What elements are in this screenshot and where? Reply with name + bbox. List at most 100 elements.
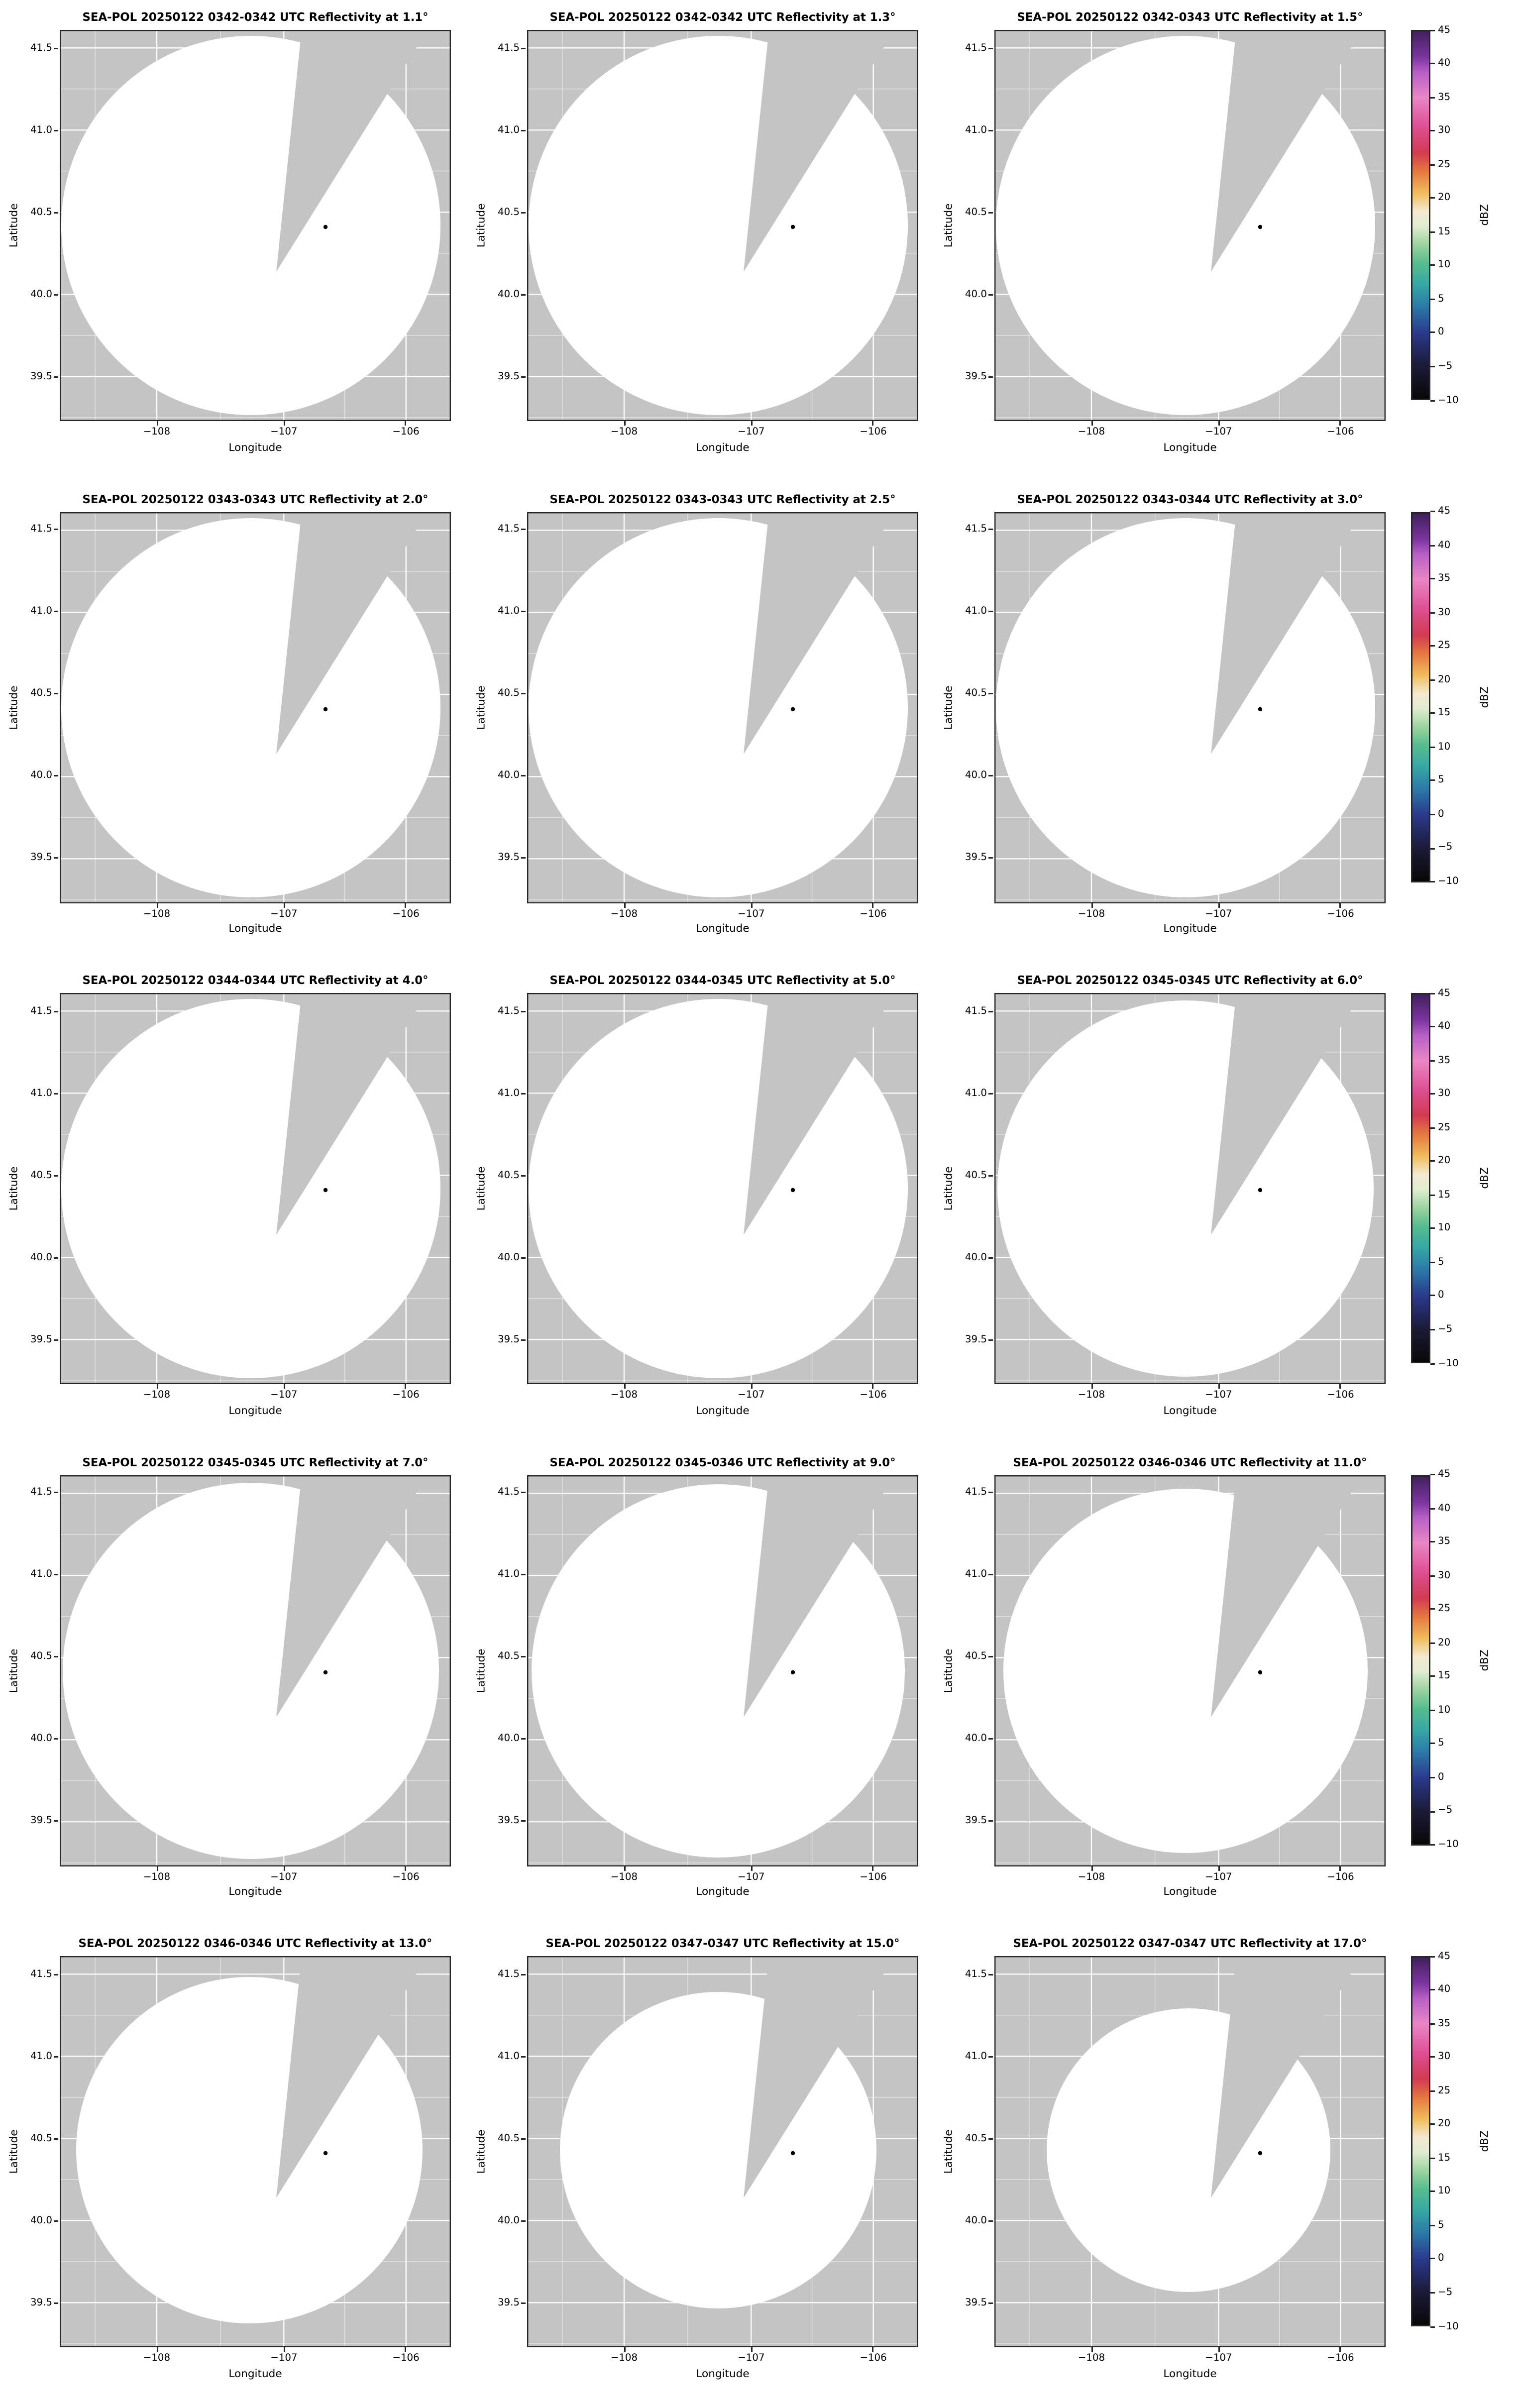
colorbar-tick-label: 35 xyxy=(1438,1053,1451,1066)
colorbar-tick-label: 15 xyxy=(1438,1669,1451,1682)
x-tick-mark xyxy=(405,1384,407,1390)
x-tick-mark xyxy=(283,421,285,427)
colorbar-tick-mark xyxy=(1430,1329,1436,1330)
y-tick-label: 40.5 xyxy=(497,687,520,699)
colorbar-tick-mark xyxy=(1430,130,1436,132)
x-tick-mark xyxy=(623,1866,625,1871)
x-tick-mark xyxy=(1090,421,1092,427)
plot-area xyxy=(527,993,918,1384)
x-axis-label: Longitude xyxy=(228,1884,282,1898)
y-tick-label: 41.0 xyxy=(497,2049,520,2062)
y-tick-mark xyxy=(521,211,527,213)
radar-panel: SEA-POL 20250122 0345-0345 UTC Reflectiv… xyxy=(0,1445,467,1927)
y-tick-mark xyxy=(54,1574,59,1575)
radar-site-dot xyxy=(323,224,328,229)
colorbar-tick-mark xyxy=(1430,1844,1436,1846)
x-tick-mark xyxy=(283,1384,285,1390)
colorbar-tick-label: 25 xyxy=(1438,1602,1451,1615)
y-tick-mark xyxy=(988,1973,994,1975)
x-tick-mark xyxy=(751,1384,752,1390)
x-tick-mark xyxy=(1218,903,1219,908)
y-tick-mark xyxy=(521,47,527,49)
y-tick-label: 39.5 xyxy=(965,1814,987,1827)
y-tick-mark xyxy=(54,529,59,530)
y-tick-label: 40.5 xyxy=(965,2131,987,2144)
colorbar-tick-label: 20 xyxy=(1438,673,1451,685)
panel-title: SEA-POL 20250122 0345-0345 UTC Reflectiv… xyxy=(1017,974,1363,987)
x-axis-label: Longitude xyxy=(696,1884,750,1898)
colorbar-tick-mark xyxy=(1430,746,1436,748)
x-tick-label: −108 xyxy=(1078,1389,1105,1401)
panel-border xyxy=(994,993,1386,1384)
plot-area xyxy=(994,30,1386,421)
y-tick-label: 41.0 xyxy=(497,605,520,617)
radar-plot xyxy=(60,511,451,903)
x-tick-mark xyxy=(283,903,285,908)
colorbar-tick-mark xyxy=(1430,1955,1436,1957)
colorbar-tick-label: 40 xyxy=(1438,538,1451,550)
radar-site-dot xyxy=(1258,706,1263,711)
y-tick-mark xyxy=(521,2219,527,2221)
y-tick-mark xyxy=(54,1492,59,1493)
x-tick-label: −106 xyxy=(860,1870,887,1882)
y-tick-mark xyxy=(54,211,59,213)
colorbar-tick-label: 0 xyxy=(1438,1770,1444,1783)
y-tick-mark xyxy=(54,693,59,695)
x-tick-mark xyxy=(156,1384,158,1390)
plot-area xyxy=(994,1474,1386,1866)
y-tick-mark xyxy=(521,775,527,777)
y-tick-mark xyxy=(988,2137,994,2139)
panel-border xyxy=(527,993,918,1384)
y-tick-label: 41.5 xyxy=(965,1004,987,1016)
radar-plot xyxy=(994,30,1386,421)
plot-area xyxy=(994,1956,1386,2347)
y-tick-label: 41.0 xyxy=(497,123,520,135)
y-tick-mark xyxy=(988,1256,994,1258)
y-tick-mark xyxy=(988,529,994,530)
y-tick-label: 41.5 xyxy=(965,1486,987,1498)
y-tick-mark xyxy=(54,47,59,49)
colorbar-tick-mark xyxy=(1430,2292,1436,2294)
y-tick-label: 40.0 xyxy=(965,769,987,781)
x-tick-label: −107 xyxy=(738,426,765,438)
x-tick-label: −108 xyxy=(610,2352,638,2364)
y-tick-mark xyxy=(521,1174,527,1176)
x-tick-label: −108 xyxy=(143,907,171,919)
x-tick-label: −107 xyxy=(270,2352,298,2364)
y-tick-mark xyxy=(988,1820,994,1822)
y-tick-label: 40.5 xyxy=(497,2131,520,2144)
y-tick-label: 41.5 xyxy=(497,523,520,535)
colorbar-tick-label: 15 xyxy=(1438,1188,1451,1201)
x-tick-mark xyxy=(156,903,158,908)
x-tick-mark xyxy=(872,1384,874,1390)
y-tick-label: 41.5 xyxy=(30,1004,52,1016)
x-tick-mark xyxy=(623,903,625,908)
colorbar-tick-label: −5 xyxy=(1438,1804,1453,1817)
x-tick-mark xyxy=(872,421,874,427)
x-tick-mark xyxy=(405,2347,407,2353)
colorbar-tick-label: −10 xyxy=(1438,1356,1459,1369)
y-tick-label: 39.5 xyxy=(30,1332,52,1345)
x-tick-label: −106 xyxy=(860,1389,887,1401)
colorbar-tick-mark xyxy=(1430,1026,1436,1027)
y-tick-mark xyxy=(54,293,59,295)
colorbar-tick-label: 45 xyxy=(1438,23,1451,35)
colorbar: 45 40 35 30 25 20 15 10 5 0 −5 −10 dBZ xyxy=(1402,482,1517,964)
colorbar-tick-mark xyxy=(1430,612,1436,613)
y-tick-label: 41.5 xyxy=(497,1486,520,1498)
colorbar-tick-label: 25 xyxy=(1438,2084,1451,2096)
colorbar-tick-label: 35 xyxy=(1438,572,1451,584)
colorbar-tick-mark xyxy=(1430,1228,1436,1229)
radar-panel: SEA-POL 20250122 0345-0346 UTC Reflectiv… xyxy=(467,1445,935,1927)
radar-site-dot xyxy=(1258,1669,1263,1674)
colorbar-tick-mark xyxy=(1430,1362,1436,1364)
colorbar-tick-mark xyxy=(1430,1575,1436,1576)
colorbar: 45 40 35 30 25 20 15 10 5 0 −5 −10 dBZ xyxy=(1402,963,1517,1445)
y-tick-mark xyxy=(988,1092,994,1094)
y-tick-label: 40.0 xyxy=(965,2213,987,2226)
colorbar-tick-mark xyxy=(1430,1541,1436,1543)
panel-title: SEA-POL 20250122 0343-0343 UTC Reflectiv… xyxy=(549,492,896,506)
x-tick-label: −106 xyxy=(1327,426,1354,438)
colorbar-tick-mark xyxy=(1430,2258,1436,2260)
colorbar-tick-label: 35 xyxy=(1438,2016,1451,2029)
